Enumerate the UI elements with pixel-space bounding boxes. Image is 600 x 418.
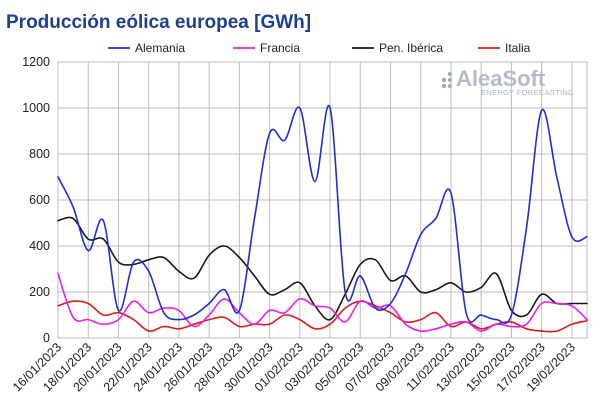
- y-axis: 0 200 400 600 800 1000 1200: [22, 55, 50, 345]
- watermark-tagline: ENERGY FORECASTING: [481, 88, 574, 97]
- plot-area: [57, 104, 588, 333]
- y-tick-label: 400: [29, 239, 50, 253]
- y-tick-label: 0: [43, 331, 50, 345]
- grid: [57, 61, 588, 339]
- legend-label-francia: Francia: [260, 41, 300, 55]
- y-tick-label: 1200: [22, 55, 50, 69]
- legend-label-pen-ib-rica: Pen. Ibérica: [379, 41, 443, 55]
- legend-label-italia: Italia: [505, 41, 531, 55]
- legend: Alemania Francia Pen. Ibérica Italia: [108, 41, 531, 55]
- series-line-alemania: [57, 104, 588, 324]
- series-line-francia: [57, 272, 588, 333]
- x-axis: 16/01/202318/01/202320/01/202322/01/2023…: [10, 340, 578, 394]
- y-tick-label: 800: [29, 147, 50, 161]
- y-tick-label: 600: [29, 193, 50, 207]
- y-tick-label: 1000: [22, 101, 50, 115]
- legend-label-alemania: Alemania: [135, 41, 185, 55]
- watermark: AleaSoft ENERGY FORECASTING: [441, 66, 574, 97]
- chart-title: Producción eólica europea [GWh]: [6, 12, 311, 33]
- watermark-brand: AleaSoft: [456, 66, 546, 91]
- y-tick-label: 200: [29, 285, 50, 299]
- series-line-pen-ib-rica: [57, 216, 588, 321]
